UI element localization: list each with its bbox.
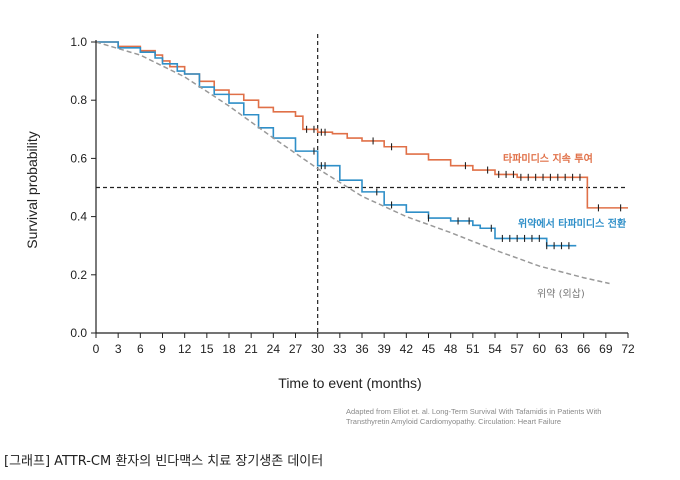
y-tick-label: 0.0 <box>70 326 87 340</box>
x-tick-label: 48 <box>444 342 458 356</box>
series-label-switch: 위약에서 타파미디스 전환 <box>518 217 627 230</box>
x-tick-label: 39 <box>377 342 391 356</box>
x-tick-label: 54 <box>488 342 502 356</box>
x-tick-label: 57 <box>510 342 524 356</box>
x-tick-label: 24 <box>267 342 281 356</box>
x-tick-label: 3 <box>115 342 122 356</box>
source-note: Adapted from Elliot et. al. Long-Term Su… <box>346 407 602 426</box>
y-axis-title: Survival probability <box>24 131 40 249</box>
x-tick-label: 0 <box>93 342 100 356</box>
x-tick-label: 42 <box>400 342 414 356</box>
y-tick-label: 0.2 <box>70 268 87 282</box>
x-tick-label: 36 <box>355 342 369 356</box>
x-tick-label: 60 <box>533 342 547 356</box>
figure-caption: [그래프] ATTR-CM 환자의 빈다맥스 치료 장기생존 데이터 <box>4 454 324 469</box>
x-tick-label: 45 <box>422 342 436 356</box>
survival-chart: 0 3 6 9 12 15 18 21 24 27 30 33 36 39 42 45 48 51 54 57 60 63… <box>24 34 635 391</box>
series-label-placebo: 위약 (외삽) <box>537 287 585 300</box>
x-tick-label: 66 <box>577 342 591 356</box>
series-line-2 <box>95 41 610 285</box>
x-tick-label: 63 <box>555 342 569 356</box>
series-label-continuous: 타파미디스 지속 투여 <box>503 152 593 165</box>
x-tick-label: 9 <box>159 342 166 356</box>
series-line-1 <box>96 41 577 247</box>
y-tick-label: 0.4 <box>70 210 87 224</box>
x-tick-label: 6 <box>137 342 144 356</box>
y-tick-label: 1.0 <box>70 35 87 49</box>
x-tick-label: 18 <box>222 342 236 356</box>
x-axis-title: Time to event (months) <box>278 375 421 391</box>
x-tick-label: 27 <box>289 342 303 356</box>
y-tick-label: 0.8 <box>70 93 87 107</box>
x-tick-label: 21 <box>244 342 258 356</box>
x-tick-label: 72 <box>621 342 635 356</box>
y-tick-label: 0.6 <box>70 151 87 165</box>
x-tick-label: 51 <box>466 342 480 356</box>
x-tick-label: 12 <box>178 342 192 356</box>
x-tick-label: 33 <box>333 342 347 356</box>
x-tick-label: 15 <box>200 342 214 356</box>
x-tick-label: 69 <box>599 342 613 356</box>
x-tick-label: 30 <box>311 342 325 356</box>
